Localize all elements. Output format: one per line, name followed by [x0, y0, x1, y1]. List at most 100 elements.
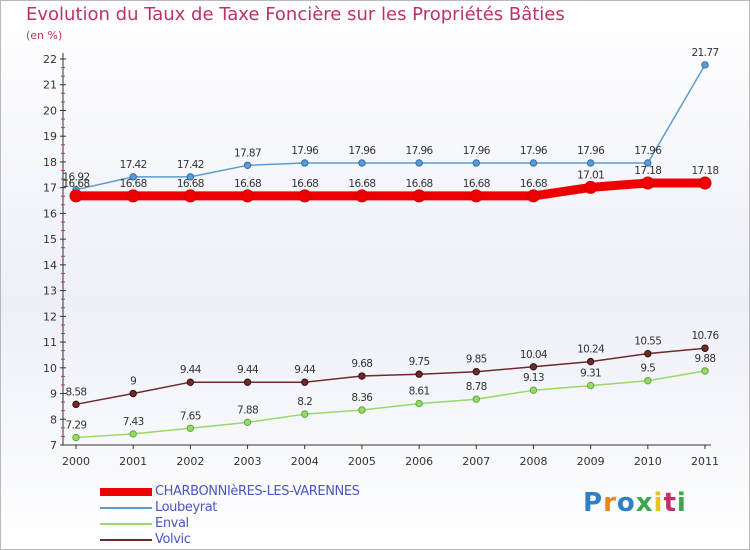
data-point	[641, 176, 655, 190]
series-line-2	[75, 370, 706, 439]
data-point	[243, 161, 252, 169]
data-point	[243, 418, 252, 427]
legend-swatch	[100, 507, 152, 509]
data-label: 10.76	[691, 330, 719, 342]
data-label: 8.78	[466, 381, 487, 393]
data-label: 17.96	[348, 145, 376, 157]
data-label: 16.68	[348, 178, 375, 190]
data-label: 9.13	[523, 372, 544, 384]
data-point	[298, 189, 312, 203]
data-label: 9.88	[695, 353, 716, 365]
data-point	[126, 189, 140, 203]
logo-letter: P	[583, 488, 604, 518]
x-tick-label: 2007	[462, 455, 490, 468]
legend-swatch	[100, 539, 152, 541]
data-point	[415, 399, 423, 408]
data-label: 7.43	[123, 416, 144, 428]
data-label: 9.44	[237, 364, 259, 376]
data-point	[186, 424, 195, 432]
data-label: 10.04	[520, 349, 548, 361]
y-tick-label: 18	[43, 156, 57, 169]
series-line-1	[75, 64, 706, 191]
data-point	[129, 173, 137, 181]
x-tick-label: 2005	[348, 455, 376, 468]
data-point	[586, 357, 595, 366]
data-point	[72, 433, 80, 442]
logo-letter: o	[616, 488, 636, 518]
data-label: 17.96	[406, 145, 434, 157]
data-label: 9.44	[180, 364, 202, 376]
data-label: 8.36	[351, 392, 373, 404]
data-point	[701, 61, 709, 69]
data-point	[69, 189, 83, 203]
y-tick-label: 14	[43, 259, 57, 272]
data-labels: 16.92 17.42 17.42 17.87 17.96 17.96 17.96 17.96…	[62, 47, 720, 432]
data-label: 7.88	[237, 404, 258, 416]
data-point	[472, 367, 480, 376]
data-point	[129, 389, 137, 398]
data-label: 8.58	[66, 386, 87, 398]
data-point	[243, 378, 252, 386]
data-point	[358, 372, 366, 380]
y-tick-label: 22	[43, 53, 57, 66]
y-tick-label: 15	[43, 233, 57, 246]
legend-label: Volvic	[155, 532, 191, 547]
data-label: 16.68	[291, 178, 318, 190]
legend-swatch	[100, 488, 152, 496]
data-label: 16.68	[520, 178, 547, 190]
data-point	[415, 159, 423, 167]
chart-title: Evolution du Taux de Taxe Foncière sur l…	[26, 4, 565, 25]
data-label: 16.92	[62, 172, 89, 184]
logo-letter: i	[676, 488, 687, 518]
data-point	[186, 378, 195, 386]
data-label: 16.68	[406, 178, 433, 190]
logo-letter: i	[653, 488, 664, 518]
data-label: 17.42	[120, 159, 147, 171]
logo-letter: r	[603, 488, 617, 518]
data-point	[129, 430, 137, 438]
data-label: 8.2	[297, 396, 312, 408]
y-tick-label: 21	[43, 79, 57, 92]
data-label: 7.29	[66, 420, 87, 432]
data-label: 7.65	[180, 410, 201, 422]
series-line-0	[71, 178, 710, 201]
y-tick-label: 12	[43, 310, 57, 323]
data-point	[529, 363, 538, 371]
x-tick-label: 2001	[119, 455, 147, 468]
y-tick-label: 7	[50, 439, 57, 452]
x-tick-label: 2004	[291, 455, 319, 468]
y-tick-label: 11	[43, 336, 57, 349]
y-tick-label: 10	[43, 362, 57, 375]
y-tick-label: 19	[43, 130, 57, 143]
data-label: 9.44	[294, 364, 316, 376]
legend-label: Enval	[155, 516, 189, 531]
data-point	[701, 367, 709, 375]
data-label: 17.01	[577, 169, 604, 181]
logo-letter: x	[635, 488, 654, 518]
data-label: 17.18	[691, 165, 718, 177]
data-point	[72, 400, 80, 409]
x-tick-label: 2008	[519, 455, 547, 468]
data-label: 17.96	[291, 145, 319, 157]
x-tick-label: 2000	[62, 455, 90, 468]
data-label: 16.68	[120, 178, 147, 190]
data-label: 17.96	[463, 145, 491, 157]
data-label: 16.68	[234, 178, 261, 190]
x-tick-label: 2003	[234, 455, 262, 468]
data-point	[412, 189, 426, 203]
y-tick-label: 20	[43, 104, 57, 117]
series-line-3	[75, 347, 706, 406]
data-label: 17.96	[577, 145, 605, 157]
data-point	[358, 159, 366, 167]
data-label: 17.42	[177, 159, 204, 171]
data-label: 16.68	[177, 178, 204, 190]
data-point	[183, 189, 197, 203]
data-point	[301, 378, 309, 386]
data-point	[586, 381, 595, 390]
data-label: 9.5	[640, 363, 655, 375]
data-point	[529, 386, 538, 394]
data-label: 9.75	[409, 356, 430, 368]
data-label: 8.61	[409, 386, 430, 398]
x-tick-label: 2010	[634, 455, 662, 468]
data-label: 10.55	[634, 336, 661, 348]
